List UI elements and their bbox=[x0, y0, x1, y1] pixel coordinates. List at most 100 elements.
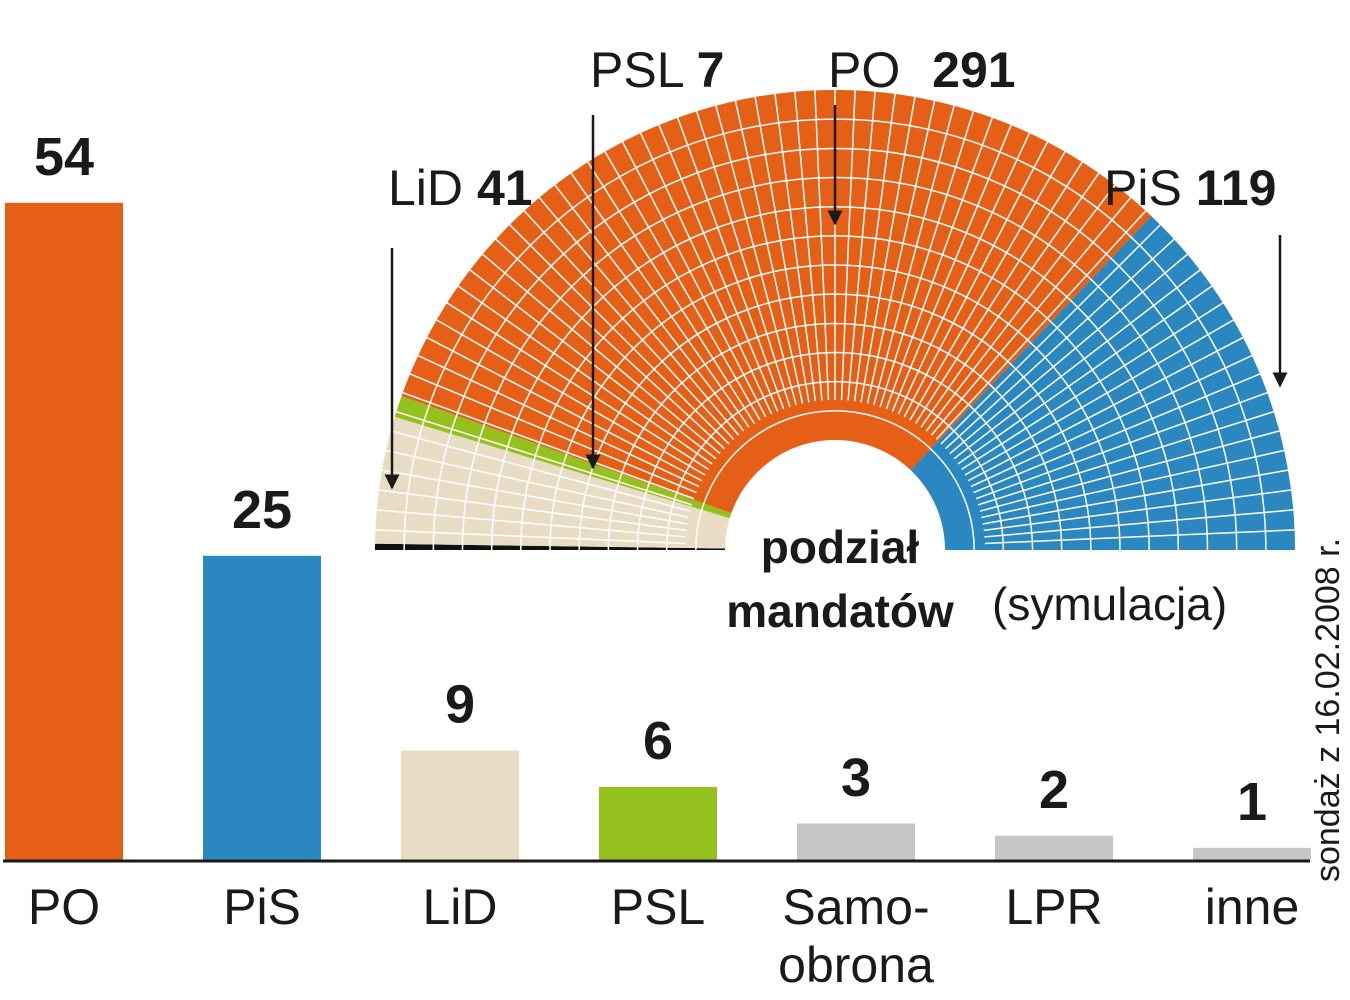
seat-divider bbox=[973, 373, 1261, 494]
seat-divider bbox=[957, 285, 1213, 465]
seat-divider bbox=[930, 197, 1132, 436]
seat-divider bbox=[495, 238, 725, 450]
seat-count: 7 bbox=[697, 42, 725, 98]
seat-divider bbox=[970, 354, 1253, 488]
bar bbox=[599, 786, 717, 860]
seat-divider bbox=[457, 285, 713, 465]
seat-divider bbox=[940, 224, 1161, 445]
value-label: 3 bbox=[841, 748, 871, 808]
seat-divider bbox=[984, 509, 1294, 538]
seat-divider bbox=[554, 184, 745, 432]
seat-divider bbox=[935, 210, 1147, 440]
hemicycle-subtitle: (symulacja) bbox=[992, 578, 1227, 630]
seat-divider bbox=[604, 151, 761, 421]
seat-divider bbox=[891, 124, 1012, 412]
bar bbox=[1193, 847, 1311, 860]
seat-divider bbox=[953, 269, 1201, 460]
party-name: PSL bbox=[590, 42, 684, 98]
seat-divider bbox=[396, 410, 693, 506]
seat-sector bbox=[910, 215, 1295, 550]
seat-divider bbox=[695, 111, 791, 408]
source-note: sondaż z 16.02.2008 r. bbox=[1309, 538, 1347, 882]
seat-label: PiS 119 bbox=[1104, 160, 1276, 216]
seat-divider bbox=[381, 469, 688, 525]
seat-divider bbox=[570, 172, 750, 428]
seat-divider bbox=[390, 430, 691, 512]
seat-divider bbox=[945, 238, 1175, 450]
seat-label: LiD 41 bbox=[388, 160, 533, 216]
seat-divider bbox=[961, 302, 1224, 471]
seat-divider bbox=[658, 124, 779, 412]
seat-divider bbox=[885, 117, 994, 410]
seat-divider bbox=[402, 391, 695, 500]
seat-divider bbox=[509, 224, 730, 445]
seat-divider bbox=[446, 302, 709, 471]
value-label: 1 bbox=[1237, 772, 1267, 832]
seat-divider bbox=[409, 373, 697, 494]
bar bbox=[995, 835, 1113, 860]
seat-divider bbox=[774, 93, 817, 402]
seat-divider bbox=[981, 449, 1285, 519]
seat-divider bbox=[982, 469, 1289, 525]
bar bbox=[797, 823, 915, 860]
seat-divider bbox=[375, 529, 686, 545]
seat-divider bbox=[984, 529, 1295, 545]
seat-divider bbox=[734, 100, 804, 404]
seat-divider bbox=[914, 161, 1083, 424]
hemicycle bbox=[375, 90, 1295, 550]
category-label: PiS bbox=[223, 879, 301, 935]
category-label: LPR bbox=[1005, 879, 1103, 935]
seat-divider bbox=[925, 184, 1116, 432]
seat-divider bbox=[909, 151, 1066, 421]
seat-count: 119 bbox=[1196, 160, 1277, 216]
value-label: 6 bbox=[643, 711, 673, 771]
seat-divider bbox=[376, 509, 686, 538]
seat-divider bbox=[814, 90, 830, 401]
seat-count: 291 bbox=[932, 42, 1015, 98]
seat-label: PSL 7 bbox=[590, 42, 724, 98]
seat-divider bbox=[853, 93, 896, 402]
seat-divider bbox=[860, 96, 916, 403]
seat-divider bbox=[754, 96, 810, 403]
seat-divider bbox=[977, 410, 1274, 506]
bar bbox=[401, 750, 519, 860]
seat-divider bbox=[436, 319, 706, 476]
seat-divider bbox=[879, 111, 975, 408]
bar bbox=[203, 555, 321, 860]
seat-divider bbox=[979, 430, 1280, 512]
seat-divider bbox=[983, 489, 1292, 532]
seat-divider bbox=[538, 197, 740, 436]
seat-divider bbox=[840, 90, 856, 401]
category-label: PSL bbox=[610, 879, 706, 935]
seat-divider bbox=[621, 141, 767, 418]
seat-divider bbox=[920, 172, 1100, 428]
value-label: 54 bbox=[34, 127, 94, 187]
seat-divider bbox=[949, 253, 1188, 455]
seat-divider bbox=[897, 132, 1031, 415]
category-label: PO bbox=[27, 879, 101, 935]
seat-divider bbox=[794, 91, 823, 401]
seat-divider bbox=[964, 319, 1234, 476]
seat-divider bbox=[639, 132, 773, 415]
category-label: Samo- obrona bbox=[778, 879, 934, 993]
seat-divider bbox=[482, 253, 721, 455]
arrows bbox=[384, 105, 1288, 490]
party-name: PiS bbox=[1104, 160, 1182, 216]
hemicycle-title: podział mandatów bbox=[726, 521, 954, 637]
seat-divider bbox=[523, 210, 735, 440]
category-label: LiD bbox=[422, 879, 498, 935]
value-label: 25 bbox=[232, 480, 292, 540]
seat-labels: LiD 41 PSL 7 PO 291 PiS 119 bbox=[388, 42, 1276, 216]
seat-count: 41 bbox=[477, 160, 533, 216]
seat-divider bbox=[417, 354, 700, 488]
seat-divider bbox=[975, 391, 1268, 500]
value-label: 2 bbox=[1039, 760, 1069, 820]
party-name: PO bbox=[828, 42, 900, 98]
seat-divider bbox=[587, 161, 756, 424]
seat-divider bbox=[847, 91, 876, 401]
seat-divider bbox=[866, 100, 936, 404]
seat-divider bbox=[385, 449, 689, 519]
value-label: 9 bbox=[445, 675, 475, 735]
party-name: LiD bbox=[388, 160, 463, 216]
